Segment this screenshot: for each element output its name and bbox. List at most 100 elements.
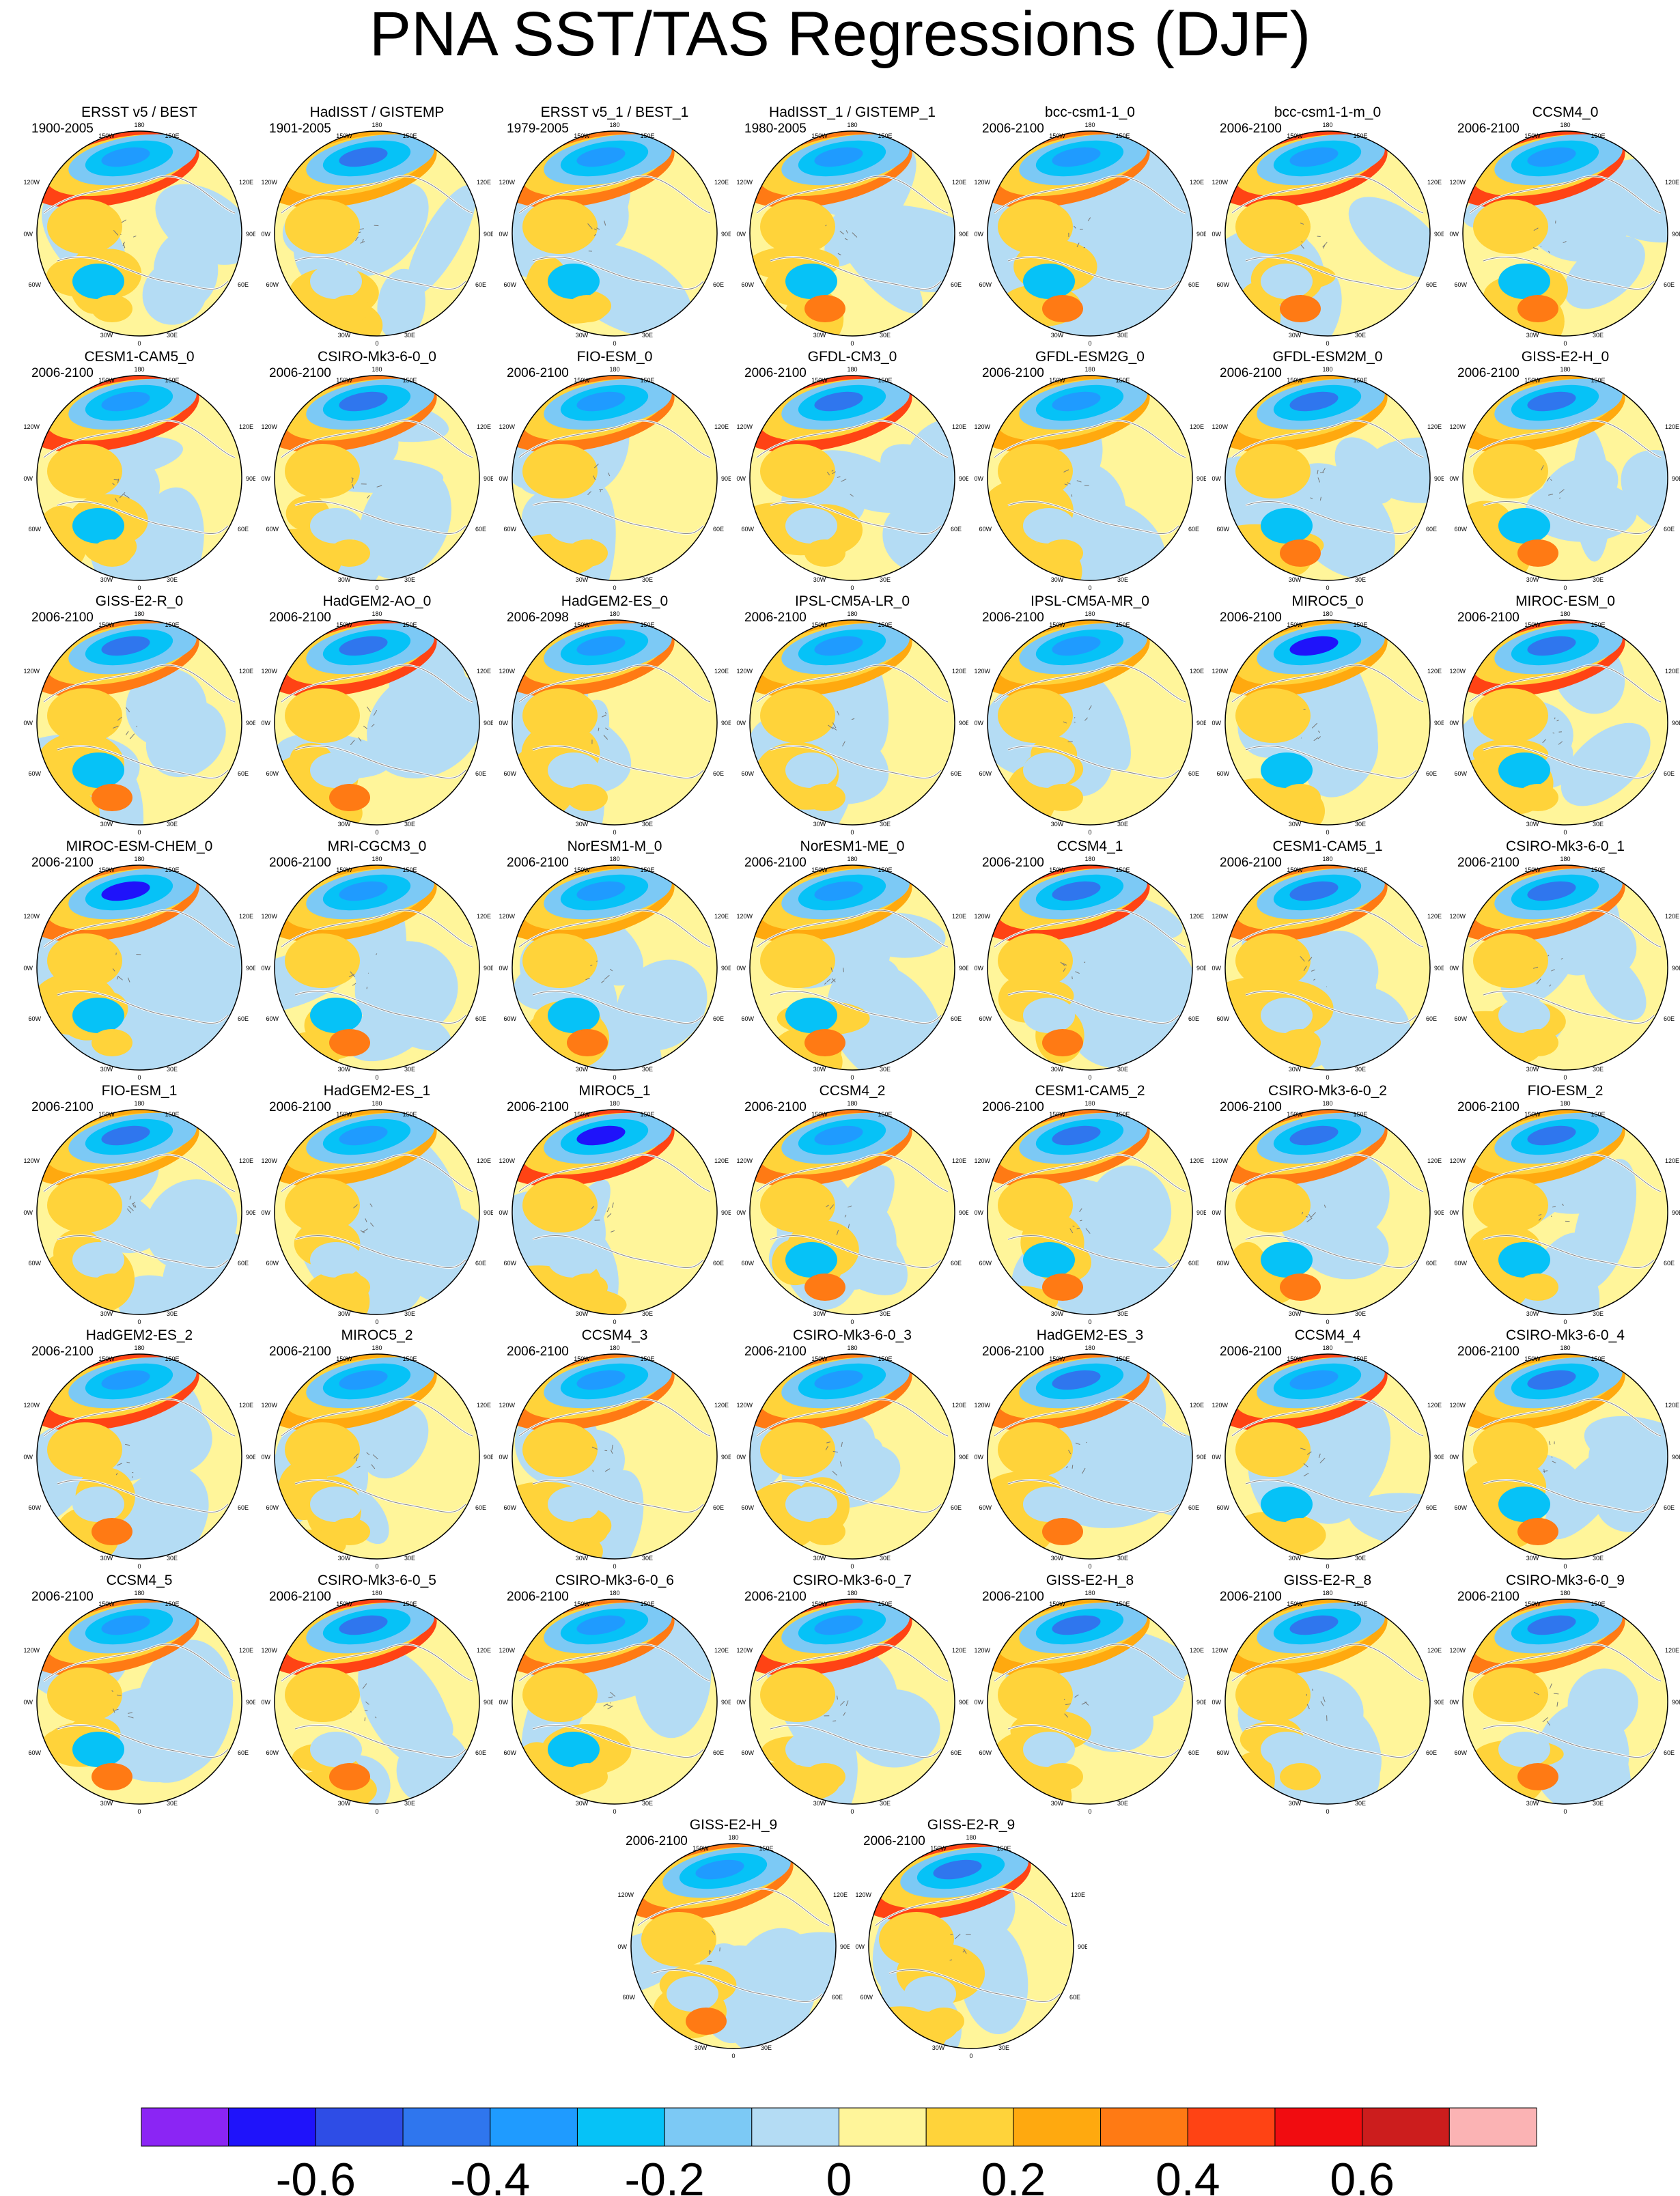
longitude-label: 60W [28, 1260, 41, 1267]
longitude-label: 180 [966, 1834, 976, 1841]
polar-map: 180 150W 150E 120W 120E 90W 90E 60W 60E 30W 30E 0 [499, 366, 731, 591]
map-panel: GFDL-ESM2G_0 2006-2100 180 150W 150E 120W 120E… [974, 348, 1206, 643]
panel-period: 2006-2100 [982, 610, 1044, 625]
field-patch [413, 681, 462, 752]
atlantic-anomaly [310, 264, 362, 299]
longitude-label: 60E [1188, 526, 1199, 533]
longitude-label: 60E [475, 1749, 486, 1756]
longitude-label: 30W [1051, 1800, 1064, 1807]
longitude-label: 120E [1190, 1157, 1204, 1164]
longitude-label: 120E [477, 668, 491, 675]
longitude-label: 180 [1322, 856, 1332, 862]
longitude-label: 30W [1289, 821, 1302, 828]
coastline [1064, 1713, 1069, 1718]
longitude-label: 120E [239, 668, 253, 675]
coastline [117, 716, 122, 721]
map-boundary [987, 1109, 1193, 1315]
coastline [994, 1398, 1186, 1437]
longitude-label: 120E [714, 1157, 729, 1164]
coastline [1549, 984, 1552, 987]
coastline [845, 1700, 849, 1706]
coastline [888, 1969, 1061, 2002]
atlantic-anomaly [1517, 1518, 1558, 1545]
longitude-label: 60E [1426, 281, 1437, 288]
coastline [837, 476, 841, 478]
longitude-label: 150W [98, 132, 115, 139]
panel-title: CSIRO-Mk3-6-0_0 [318, 349, 436, 365]
longitude-label: 180 [847, 366, 857, 373]
coastline [824, 982, 827, 985]
longitude-label: 150E [1591, 621, 1605, 628]
longitude-label: 90E [721, 720, 731, 727]
coastline [1552, 1461, 1556, 1463]
coastline [373, 709, 378, 716]
field-patch [522, 688, 598, 743]
longitude-label: 30E [1593, 332, 1604, 339]
longitude-label: 120E [714, 1647, 729, 1654]
longitude-label: 150W [1524, 132, 1541, 139]
map-panel: CSIRO-Mk3-6-0_2 2006-2100 180 150W 150E 120W 1… [1212, 1082, 1444, 1377]
longitude-label: 150E [165, 1601, 179, 1607]
map-panel: MIROC-ESM_02006-2100180150W150E120W120E9… [1449, 593, 1680, 888]
longitude-label: 60E [238, 1015, 249, 1022]
field-patch [998, 199, 1073, 254]
panel-period: 1900-2005 [31, 122, 94, 136]
longitude-label: 90W [736, 965, 746, 972]
longitude-label: 150E [1353, 1111, 1367, 1118]
longitude-label: 60W [1216, 281, 1229, 288]
coastline [1245, 501, 1417, 534]
longitude-label: 60W [979, 1749, 992, 1756]
longitude-label: 120E [1427, 423, 1442, 430]
longitude-label: 60E [475, 526, 486, 533]
longitude-label: 30W [1289, 1310, 1302, 1317]
coastline [1068, 1450, 1072, 1454]
map-boundary [512, 375, 718, 581]
longitude-label: 90E [1078, 1943, 1087, 1950]
atlantic-anomaly [686, 2008, 727, 2035]
longitude-label: 30E [1117, 1066, 1128, 1073]
coastline [1324, 1205, 1326, 1208]
atlantic-anomaly [1042, 295, 1083, 322]
longitude-label: 90E [246, 1454, 255, 1461]
longitude-label: 150W [574, 867, 590, 873]
atlantic-anomaly [329, 1518, 370, 1545]
polar-map: 180 150W 150E 120W 120E 90W 90E 60W 60E 30W 30E 0 [1449, 610, 1680, 836]
polar-map: 180 150W 150E 120W 120E 90W 90E 60W 60E 30W 30E 0 [1449, 366, 1680, 591]
longitude-label: 150E [402, 1355, 417, 1362]
coastline [709, 1950, 711, 1955]
longitude-label: 0 [375, 829, 378, 836]
atlantic-anomaly [804, 1273, 845, 1301]
coastline [839, 230, 845, 235]
atlantic-anomaly [1023, 508, 1075, 544]
polar-map: 180 150W 150E 120W 120E 90W 90E 60W 60E 30W 30E 0 [23, 856, 255, 1081]
field-patch [47, 933, 122, 988]
longitude-label: 60E [238, 281, 249, 288]
longitude-label: 90W [23, 475, 33, 482]
coastline [1300, 223, 1304, 225]
map-panel: CCSM4_5 2006-2100 180 150W 150E 120W 120E 90W 90… [23, 1572, 255, 1867]
map-boundary [36, 130, 242, 337]
coastline [1469, 1644, 1662, 1682]
longitude-label: 150W [336, 377, 352, 384]
map-boundary [1224, 864, 1431, 1071]
longitude-label: 60W [503, 526, 516, 533]
panel-title: ERSST v5 / BEST [81, 104, 197, 120]
pacific-cold-anomaly [101, 391, 150, 412]
coastline [1550, 479, 1552, 481]
panel-period: 2006-2098 [507, 610, 569, 625]
longitude-label: 0 [1326, 1319, 1329, 1325]
longitude-label: 180 [1084, 856, 1095, 862]
coastline [43, 1644, 236, 1682]
longitude-label: 30W [576, 1555, 589, 1562]
longitude-label: 180 [1322, 1345, 1332, 1351]
longitude-label: 60E [1426, 526, 1437, 533]
longitude-label: 90E [484, 231, 493, 238]
coastline [112, 482, 115, 485]
field-patch [117, 1275, 209, 1314]
coastline [994, 1644, 1186, 1682]
longitude-label: 150W [1287, 867, 1303, 873]
longitude-label: 120W [499, 1402, 515, 1409]
field-patch [1235, 1422, 1311, 1477]
atlantic-anomaly [72, 998, 124, 1033]
pacific-cold-anomaly [814, 881, 863, 901]
